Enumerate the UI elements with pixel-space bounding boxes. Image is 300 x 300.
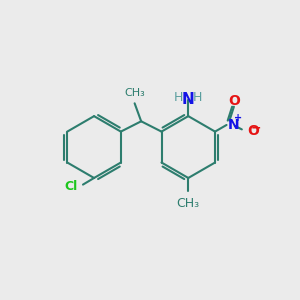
Text: −: − xyxy=(251,122,261,134)
Text: CH₃: CH₃ xyxy=(177,196,200,209)
Text: H: H xyxy=(193,91,202,104)
Text: O: O xyxy=(228,94,240,108)
Text: Cl: Cl xyxy=(64,180,78,193)
Text: N: N xyxy=(182,92,195,107)
Text: N: N xyxy=(228,118,240,132)
Text: H: H xyxy=(174,91,184,104)
Text: O: O xyxy=(247,124,259,138)
Text: CH₃: CH₃ xyxy=(124,88,145,98)
Text: +: + xyxy=(234,113,242,124)
